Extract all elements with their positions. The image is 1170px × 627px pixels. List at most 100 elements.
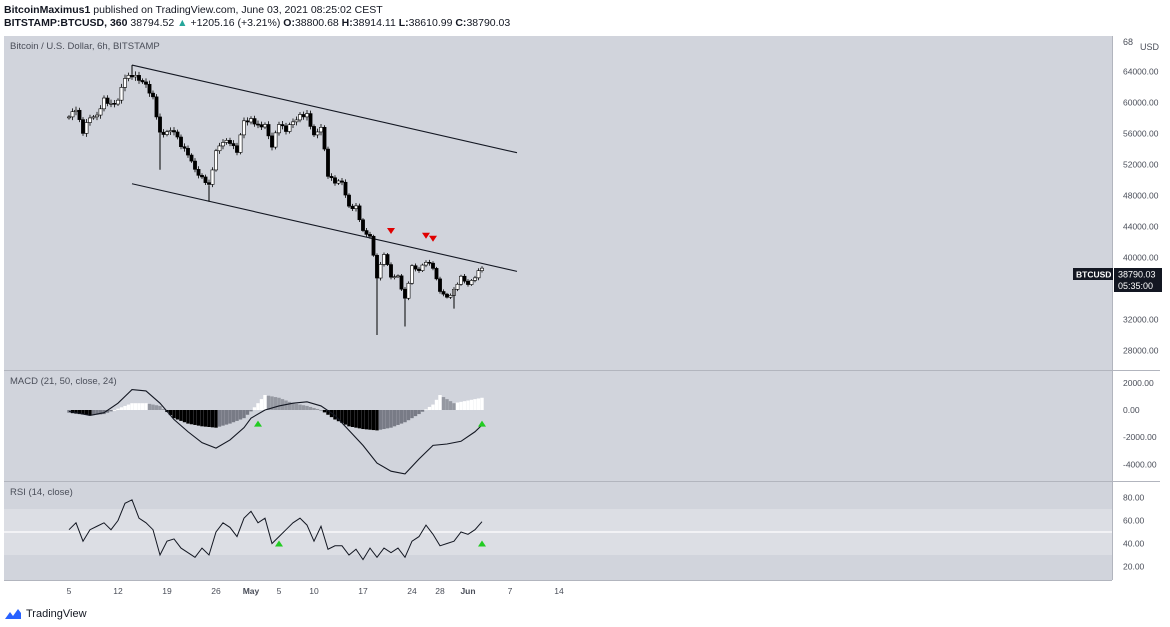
- author-name[interactable]: BitcoinMaximus1: [4, 4, 91, 16]
- macd-bar: [161, 408, 166, 410]
- macd-bar: [221, 410, 225, 426]
- price-pane[interactable]: [4, 36, 1112, 370]
- macd-bar: [357, 410, 362, 429]
- macd-bar: [347, 410, 351, 427]
- chart-header: BitcoinMaximus1 published on TradingView…: [4, 4, 510, 30]
- time-axis-tick: 17: [358, 586, 368, 596]
- candle: [371, 235, 376, 256]
- macd-bar: [280, 399, 285, 410]
- price-axis-tick: 60000.00: [1123, 97, 1159, 107]
- candle: [140, 80, 145, 83]
- candle: [413, 265, 418, 270]
- candle: [144, 81, 148, 85]
- macd-bar: [462, 401, 467, 410]
- macd-bar: [126, 404, 131, 410]
- candle: [427, 261, 432, 264]
- macd-bar: [431, 404, 435, 410]
- candle: [175, 131, 180, 138]
- candle: [158, 116, 162, 133]
- macd-bar: [361, 410, 365, 430]
- macd-axis-tick: 2000.00: [1123, 378, 1154, 388]
- candle: [228, 140, 232, 144]
- macd-pane[interactable]: [4, 371, 1112, 481]
- macd-bar: [382, 410, 386, 430]
- candle: [336, 180, 341, 184]
- candle: [270, 135, 274, 148]
- macd-bar: [88, 410, 92, 416]
- macd-bar: [445, 399, 449, 410]
- candle: [245, 120, 250, 123]
- candle: [102, 97, 106, 110]
- green-up-arrow-icon: [275, 540, 283, 547]
- candle: [259, 124, 264, 128]
- low-value: 38610.99: [408, 17, 453, 29]
- candle: [217, 145, 222, 152]
- candle: [350, 205, 355, 209]
- macd-bar: [469, 399, 474, 410]
- macd-title: MACD (21, 50, close, 24): [10, 376, 117, 387]
- candle: [67, 116, 71, 119]
- trendline-upper[interactable]: [131, 64, 518, 154]
- macd-bar: [168, 410, 173, 416]
- candle: [203, 176, 208, 183]
- macd-bar: [277, 397, 281, 410]
- candle: [88, 117, 92, 123]
- candle: [298, 114, 302, 121]
- macd-bar: [403, 410, 407, 423]
- macd-bar: [364, 410, 369, 430]
- tradingview-brand[interactable]: TradingView: [26, 608, 87, 620]
- candle: [200, 175, 204, 178]
- macd-bar: [333, 410, 337, 420]
- high-label: H:: [341, 17, 353, 29]
- macd-bar: [413, 410, 418, 417]
- macd-bar: [417, 410, 421, 415]
- macd-bar: [340, 410, 344, 423]
- change-up-icon: ▲: [177, 17, 188, 29]
- candle: [116, 99, 120, 105]
- trendline-lower[interactable]: [131, 183, 518, 272]
- macd-bar: [175, 410, 180, 420]
- macd-bar: [305, 405, 309, 410]
- candle: [305, 113, 309, 118]
- symbol-label: BITSTAMP:BTCUSD, 360: [4, 17, 128, 29]
- macd-bar: [256, 403, 260, 410]
- candle: [389, 264, 393, 278]
- time-axis-tick: May: [243, 586, 260, 596]
- candle: [459, 275, 463, 285]
- rsi-axis-tick: 40.00: [1123, 539, 1145, 549]
- macd-bar: [385, 410, 390, 429]
- macd-bar: [476, 398, 481, 410]
- open-value: 38800.68: [294, 17, 339, 29]
- candle: [137, 75, 141, 81]
- macd-bar: [102, 410, 106, 415]
- candle: [165, 131, 169, 135]
- time-axis-tick: Jun: [460, 586, 475, 596]
- macd-bar: [434, 399, 439, 410]
- macd-bar: [452, 403, 456, 410]
- candle: [84, 122, 89, 134]
- macd-bar: [473, 399, 477, 410]
- macd-bar: [144, 403, 148, 410]
- macd-bar: [105, 410, 110, 413]
- macd-bar: [319, 410, 323, 411]
- candle: [333, 177, 337, 184]
- chart-canvas[interactable]: 28000.0032000.0036000.0040000.0044000.00…: [0, 0, 1170, 600]
- candle: [193, 160, 197, 170]
- candle: [126, 75, 131, 79]
- time-axis-tick: 5: [67, 586, 72, 596]
- macd-bar: [172, 410, 176, 419]
- candle: [410, 265, 414, 284]
- macd-bar: [448, 401, 453, 410]
- ohlc-line: BITSTAMP:BTCUSD, 360 38794.52 ▲ +1205.16…: [4, 17, 510, 30]
- tradingview-logo-icon[interactable]: [4, 608, 22, 620]
- time-axis-tick: 26: [211, 586, 221, 596]
- candle: [77, 109, 82, 120]
- macd-bar: [242, 410, 246, 419]
- candle: [291, 121, 295, 125]
- price-badge-symbol: BTCUSD: [1076, 270, 1111, 280]
- candle: [396, 275, 400, 278]
- rsi-line: [68, 499, 483, 561]
- candle: [287, 124, 292, 132]
- candle: [266, 124, 271, 137]
- candle: [375, 254, 379, 279]
